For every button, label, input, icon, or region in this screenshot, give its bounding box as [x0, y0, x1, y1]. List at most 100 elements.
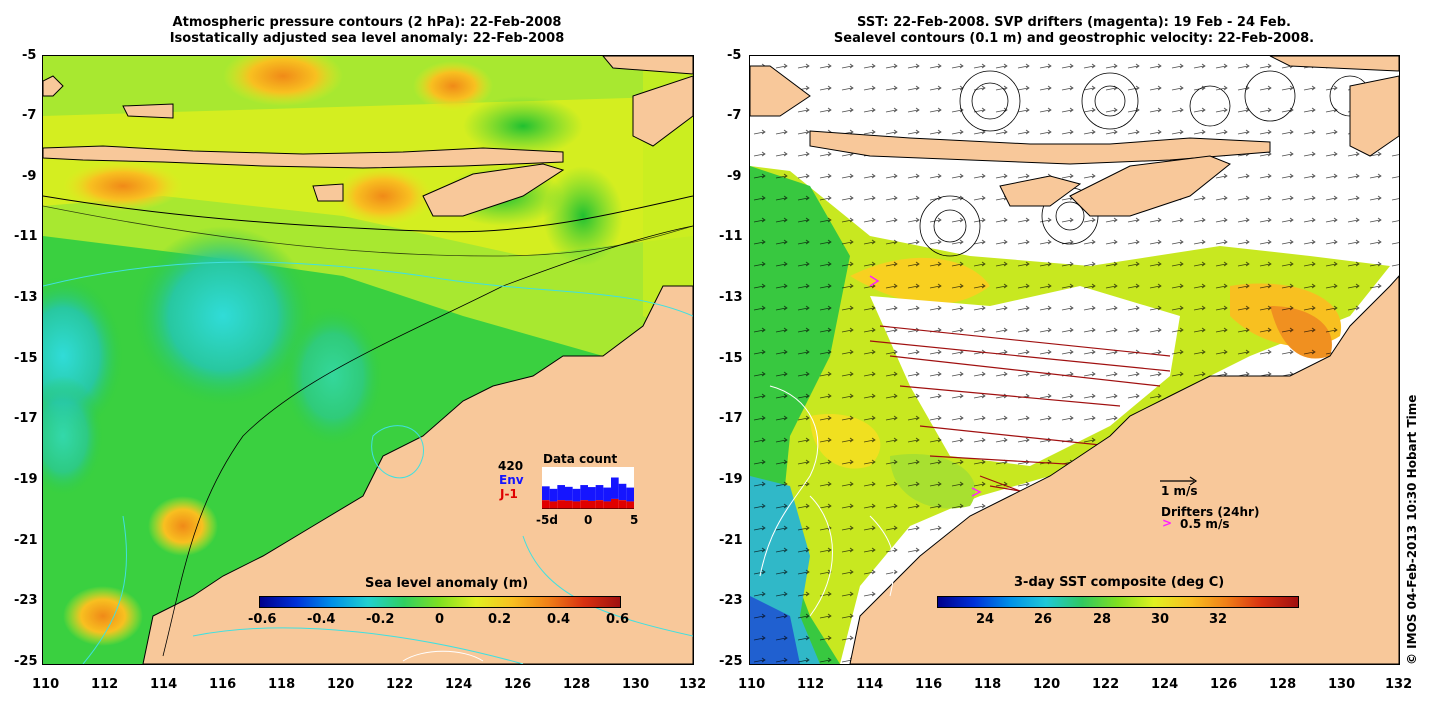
env-bar	[603, 487, 611, 502]
data-count-j1-label: J-1	[500, 487, 518, 501]
sla-cbar-tick: 0	[435, 612, 445, 627]
data-count-env-label: Env	[499, 473, 524, 487]
env-bar	[595, 485, 604, 501]
lat-tick: -9	[22, 169, 37, 184]
sst-colorbar-title: 3-day SST composite (deg C)	[1014, 575, 1225, 590]
lon-tick: 112	[797, 677, 825, 692]
j1-bar	[565, 500, 573, 509]
j1-bar	[603, 501, 611, 509]
lon-tick: 112	[91, 677, 119, 692]
sla-cbar-tick: 0.6	[606, 612, 630, 627]
left-title-line1: Atmospheric pressure contours (2 hPa): 2…	[172, 15, 562, 30]
j1-bar	[618, 500, 627, 509]
lat-tick: -17	[14, 411, 38, 426]
lon-tick: 116	[915, 677, 943, 692]
lon-tick: 114	[856, 677, 884, 692]
env-bar	[572, 488, 581, 502]
lon-tick: 116	[209, 677, 237, 692]
env-bar	[549, 488, 558, 502]
left-title: Atmospheric pressure contours (2 hPa): 2…	[42, 15, 692, 47]
j1-bar	[572, 501, 581, 509]
lat-tick: -21	[14, 533, 38, 548]
j1-bar	[588, 500, 596, 509]
sst-colorbar	[937, 596, 1299, 608]
j1-bar	[549, 501, 558, 509]
sea-level-map-graphic	[43, 56, 693, 664]
sla-cbar-tick: 0.4	[547, 612, 571, 627]
lat-tick: -11	[719, 229, 743, 244]
lon-tick: 132	[679, 677, 707, 692]
env-bar	[626, 487, 634, 502]
lon-tick: 120	[327, 677, 355, 692]
sst-cbar-tick: 28	[1093, 612, 1112, 627]
j1-bar	[626, 501, 634, 509]
j1-bar	[611, 498, 619, 509]
velocity-legend-arrow	[1160, 476, 1198, 486]
sla-cbar-tick: 0.2	[488, 612, 512, 627]
lat-tick: -5	[727, 48, 742, 63]
lat-tick: -15	[719, 351, 743, 366]
sla-cbar-tick: -0.4	[307, 612, 336, 627]
env-bar	[618, 483, 627, 501]
env-bar	[542, 486, 550, 501]
lat-tick: -19	[14, 472, 38, 487]
lon-tick: 126	[504, 677, 532, 692]
sea-level-anomaly-map: 420 Data count Env J-1 -5d 0 5 Sea level…	[42, 55, 694, 665]
lat-tick: -11	[14, 229, 38, 244]
lat-tick: -13	[719, 290, 743, 305]
lat-tick: -13	[14, 290, 38, 305]
data-count-bars	[542, 467, 634, 509]
lon-tick: 110	[32, 677, 60, 692]
lat-tick: -25	[14, 654, 38, 669]
j1-bar	[595, 500, 604, 509]
drifter-legend-symbol: >	[1162, 516, 1173, 530]
j1-bar	[580, 500, 588, 509]
env-bar	[557, 485, 565, 501]
data-count-title: Data count	[543, 452, 618, 466]
lat-tick: -7	[22, 108, 37, 123]
right-title: SST: 22-Feb-2008. SVP drifters (magenta)…	[749, 15, 1399, 47]
lat-tick: -21	[719, 533, 743, 548]
lon-tick: 126	[1210, 677, 1238, 692]
sla-cbar-tick: -0.6	[248, 612, 277, 627]
drifter-legend-title: Drifters (24hr)	[1161, 505, 1260, 519]
lat-tick: -9	[727, 169, 742, 184]
data-count-xtick-zero: 0	[584, 513, 593, 527]
lon-tick: 122	[1092, 677, 1120, 692]
sst-cbar-tick: 24	[976, 612, 995, 627]
lon-tick: 118	[974, 677, 1002, 692]
env-bar	[565, 486, 573, 501]
data-count-xtick-neg: -5d	[536, 513, 558, 527]
lat-tick: -25	[719, 654, 743, 669]
lat-tick: -17	[719, 411, 743, 426]
env-bar	[588, 487, 596, 501]
sst-map: 1 m/s Drifters (24hr) > 0.5 m/s 3-day SS…	[749, 55, 1400, 665]
sla-colorbar	[259, 596, 621, 608]
sst-cbar-tick: 32	[1209, 612, 1228, 627]
sst-cbar-tick: 26	[1034, 612, 1053, 627]
left-title-line2: Isostatically adjusted sea level anomaly…	[169, 31, 565, 46]
lon-tick: 114	[150, 677, 178, 692]
drifter-legend-speed: 0.5 m/s	[1180, 517, 1230, 531]
env-bar	[611, 477, 619, 499]
sst-cbar-tick: 30	[1151, 612, 1170, 627]
lat-tick: -15	[14, 351, 38, 366]
lon-tick: 124	[1151, 677, 1179, 692]
right-title-line2: Sealevel contours (0.1 m) and geostrophi…	[833, 31, 1315, 46]
env-bar	[580, 485, 588, 501]
j1-bar	[557, 500, 565, 509]
lat-tick: -7	[727, 108, 742, 123]
lon-tick: 128	[1269, 677, 1297, 692]
lon-tick: 110	[738, 677, 766, 692]
lon-tick: 120	[1033, 677, 1061, 692]
lon-tick: 128	[563, 677, 591, 692]
velocity-legend-label: 1 m/s	[1161, 484, 1198, 498]
sla-colorbar-title: Sea level anomaly (m)	[365, 576, 529, 591]
imos-credit: © IMOS 04-Feb-2013 10:30 Hobart Time	[1405, 394, 1419, 665]
right-title-line1: SST: 22-Feb-2008. SVP drifters (magenta)…	[857, 15, 1291, 30]
data-count-xtick-pos: 5	[630, 513, 639, 527]
data-count-max: 420	[498, 459, 524, 473]
data-count-inset: 420 Data count Env J-1 -5d 0 5	[498, 451, 648, 541]
lon-tick: 132	[1385, 677, 1413, 692]
lon-tick: 118	[268, 677, 296, 692]
